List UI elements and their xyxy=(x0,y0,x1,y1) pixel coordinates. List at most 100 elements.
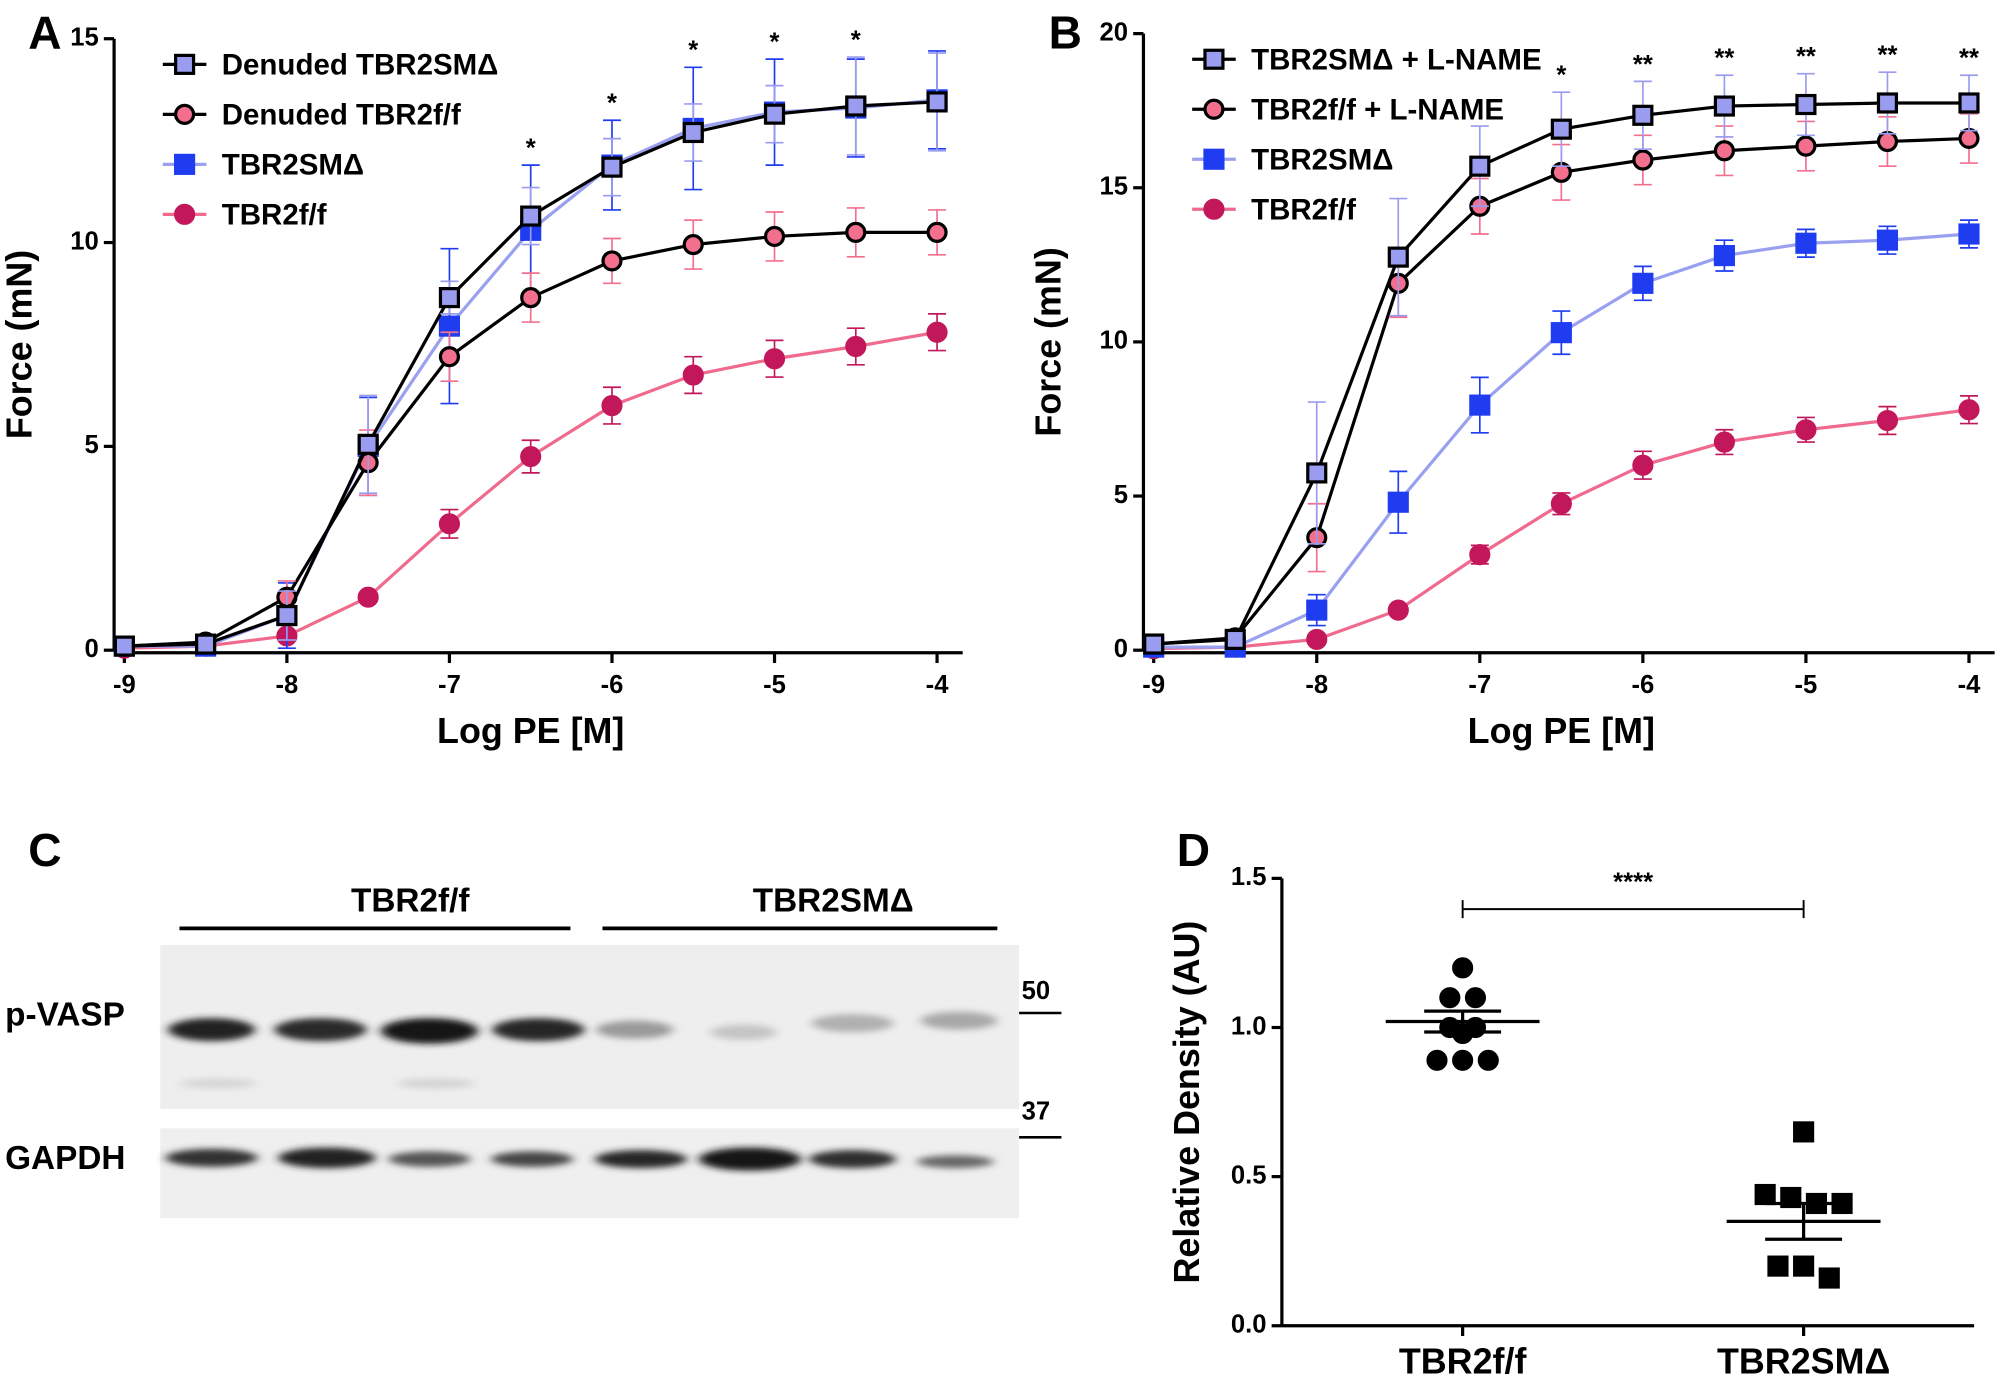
marker xyxy=(520,445,542,468)
marker xyxy=(113,635,135,657)
marker xyxy=(1793,1255,1815,1277)
marker xyxy=(1713,245,1735,267)
marker xyxy=(1713,140,1735,162)
marker xyxy=(1767,1255,1789,1277)
marker xyxy=(1876,409,1899,432)
marker xyxy=(1550,493,1572,515)
marker xyxy=(1469,394,1491,416)
marker xyxy=(1632,104,1654,126)
legend-label: TBR2SMΔ + L-NAME xyxy=(1251,44,1542,77)
significance-mark: ** xyxy=(1714,45,1734,73)
significance-mark: ** xyxy=(1877,42,1897,70)
x-tick-label: -6 xyxy=(1631,671,1654,699)
marker xyxy=(1469,544,1491,566)
bands xyxy=(165,1011,998,1171)
x-tick-label: -8 xyxy=(275,671,298,699)
x-tick-label: TBR2f/f xyxy=(1399,1342,1528,1382)
panel-label: D xyxy=(1177,824,1210,876)
marker xyxy=(1818,1267,1840,1289)
significance-mark: * xyxy=(526,134,536,162)
marker xyxy=(174,103,196,125)
x-tick-label: -5 xyxy=(763,671,786,699)
marker xyxy=(601,250,623,272)
legend-label: TBR2SMΔ xyxy=(222,149,364,182)
size-label: 37 xyxy=(1022,1098,1051,1126)
legend-label: Denuded TBR2f/f xyxy=(222,99,461,132)
y-tick-label: 10 xyxy=(70,227,99,255)
series-line xyxy=(1153,232,1970,649)
marker xyxy=(682,234,704,256)
marker xyxy=(845,335,867,358)
size-label: 50 xyxy=(1022,977,1051,1005)
significance-mark: ** xyxy=(1796,43,1816,71)
marker xyxy=(1958,127,1980,150)
chart-panel: 0 5 10 15 20 Force (mN) B -9 -8 -7 -6 -5 -4 Log PE [M… xyxy=(1029,6,1995,751)
error-bar xyxy=(1424,1009,1502,1034)
x-axis-label: Log PE [M] xyxy=(1468,711,1655,751)
marker xyxy=(1958,92,1980,114)
significance-mark: **** xyxy=(1613,868,1653,896)
marker xyxy=(1203,48,1225,70)
y-tick-label: 15 xyxy=(70,24,99,52)
significance-mark: * xyxy=(607,90,617,118)
marker xyxy=(1143,633,1165,655)
marker xyxy=(174,153,196,175)
y-tick-label: 20 xyxy=(1100,18,1129,46)
marker xyxy=(1795,419,1817,441)
marker xyxy=(1550,118,1572,140)
row-label: p-VASP xyxy=(5,997,125,1034)
marker xyxy=(1958,399,1980,421)
marker xyxy=(845,95,867,117)
significance-mark: * xyxy=(770,29,780,57)
series-line xyxy=(124,330,938,650)
marker xyxy=(1876,92,1899,114)
legend-label: TBR2f/f + L-NAME xyxy=(1251,94,1504,127)
marker xyxy=(174,203,196,225)
marker xyxy=(763,225,786,248)
marker xyxy=(1387,599,1409,621)
marker xyxy=(195,633,217,655)
marker xyxy=(1306,628,1328,650)
marker xyxy=(438,346,461,368)
legend-label: TBR2SMΔ xyxy=(1251,144,1393,177)
marker xyxy=(1306,599,1328,621)
marker xyxy=(1452,957,1474,979)
marker xyxy=(1632,149,1654,171)
legend-label: TBR2f/f xyxy=(222,199,327,232)
marker xyxy=(926,221,948,243)
marker xyxy=(601,395,623,417)
marker xyxy=(276,604,298,627)
significance-mark: * xyxy=(851,26,861,54)
marker xyxy=(1793,1121,1815,1143)
row-label: GAPDH xyxy=(5,1140,125,1177)
y-tick-label: 0 xyxy=(84,635,98,663)
significance-mark: * xyxy=(688,37,698,65)
marker xyxy=(1203,148,1225,170)
marker xyxy=(1754,1183,1776,1206)
x-tick-label: -5 xyxy=(1795,671,1818,699)
marker xyxy=(1876,130,1899,153)
blot-panel: C TBR2f/f TBR2SMΔ p-VASP GAPDH 50 37 xyxy=(5,824,1062,1219)
x-tick-label: -6 xyxy=(601,671,624,699)
y-tick-label: 10 xyxy=(1100,327,1129,355)
marker xyxy=(1632,454,1654,476)
marker xyxy=(1387,491,1409,513)
marker xyxy=(520,205,542,227)
chart-panel: 0.0 0.5 1.0 1.5 Relative Density (AU) D TBR2f/… xyxy=(1167,824,1975,1382)
marker xyxy=(357,433,379,455)
legend-label: Denuded TBR2SMΔ xyxy=(222,49,499,82)
marker xyxy=(1795,135,1817,157)
marker xyxy=(357,586,379,608)
marker xyxy=(1795,93,1817,116)
significance-mark: * xyxy=(1556,62,1566,90)
x-tick-label: -9 xyxy=(1142,671,1165,699)
series-line xyxy=(1153,408,1970,651)
panel-label: A xyxy=(28,6,61,58)
marker xyxy=(1469,155,1491,177)
marker xyxy=(1203,198,1225,220)
panel-label: C xyxy=(28,824,61,876)
marker xyxy=(682,121,704,144)
x-tick-label: -8 xyxy=(1305,671,1328,699)
x-tick-label: -9 xyxy=(113,671,136,699)
